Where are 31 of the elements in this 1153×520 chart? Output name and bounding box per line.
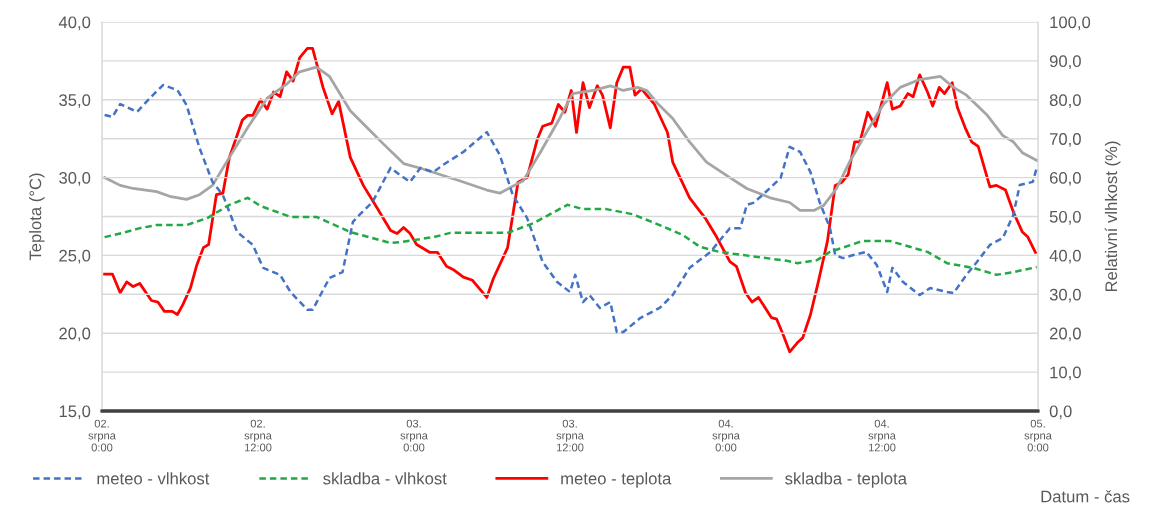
- y-tick-label: 15,0: [59, 405, 91, 420]
- y2-tick-label: 20,0: [1049, 327, 1081, 342]
- x-tick-label: 04. srpna 0:00: [712, 419, 740, 452]
- y-tick-label: 25,0: [59, 249, 91, 264]
- legend-label: meteo - vlhkost: [97, 472, 210, 485]
- legend-label: meteo - teplota: [561, 472, 672, 488]
- x-tick-label: 02. srpna 12:00: [244, 419, 272, 452]
- y-tick-label: 30,0: [59, 172, 91, 186]
- y2-tick-label: 70,0: [1049, 133, 1081, 147]
- y2-tick-label: 80,0: [1049, 94, 1081, 108]
- legend-label: skladba - teplota: [785, 472, 907, 488]
- y-axis-title: Teplota (°C): [29, 173, 45, 261]
- y2-tick-label: 30,0: [1049, 288, 1081, 303]
- y2-tick-label: 100,0: [1050, 16, 1091, 31]
- y-tick-label: 40,0: [58, 16, 91, 31]
- x-tick-label: 03. srpna 12:00: [556, 419, 584, 452]
- y2-tick-label: 10,0: [1050, 366, 1081, 381]
- y2-tick-label: 90,0: [1049, 55, 1081, 70]
- x-tick-label: 03. srpna 0:00: [400, 419, 428, 452]
- x-tick-label: 05. srpna 0:00: [1024, 419, 1052, 452]
- y-tick-label: 20,0: [59, 327, 91, 342]
- legend-label: skladba - vlhkost: [323, 472, 447, 485]
- y2-tick-label: 40,0: [1049, 249, 1081, 264]
- x-axis-title: Datum - čas: [1041, 490, 1130, 503]
- y2-tick-label: 0,0: [1049, 405, 1072, 420]
- x-tick-label: 02. srpna 0:00: [88, 419, 116, 452]
- x-tick-label: 04. srpna 12:00: [868, 419, 896, 452]
- y2-tick-label: 60,0: [1049, 172, 1081, 186]
- y-tick-label: 35,0: [59, 94, 91, 108]
- y2-axis-title: Relativní vlhkost (%): [1104, 141, 1121, 292]
- y2-tick-label: 50,0: [1049, 210, 1081, 225]
